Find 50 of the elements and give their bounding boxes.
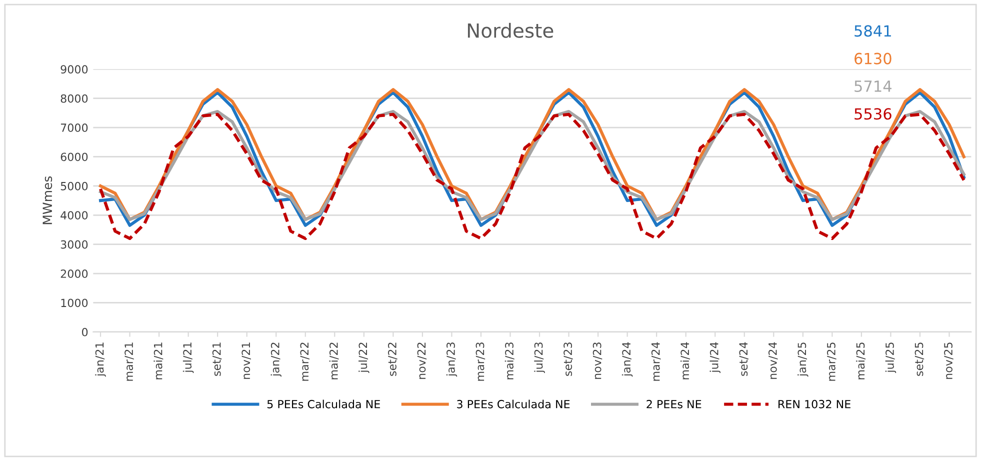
text: 6130 [854, 52, 892, 64]
y-tick-label: 0 [82, 328, 88, 336]
x-tick-label: set/23 [564, 342, 573, 376]
x-tick-label: jan/23 [446, 342, 458, 377]
x-tick-label: nov/24 [768, 342, 778, 379]
x-tick-label: nov/25 [944, 342, 954, 379]
y-tick-label: 3000 [60, 240, 88, 249]
y-tick-label: 2000 [60, 270, 88, 278]
legend-label: 2 PEEs NE [646, 400, 702, 408]
x-tick-label: set/25 [914, 342, 924, 376]
x-tick-label: jan/24 [622, 342, 633, 377]
chart-title: Nordeste [468, 22, 554, 38]
x-tick-label: jul/24 [710, 342, 720, 373]
x-tick-label: jan/25 [798, 342, 808, 377]
y-tick-label: 8000 [60, 94, 88, 103]
x-tick-label: mar/25 [826, 342, 836, 381]
legend-label: 5 PEEs Calculada NE [267, 400, 380, 408]
y-tick-label: 5000 [60, 182, 88, 190]
x-tick-label: set/22 [388, 342, 398, 376]
legend-label: 3 PEEs Calculada NE [457, 400, 570, 408]
x-tick-label: mar/22 [300, 342, 310, 381]
x-tick-label: mai/25 [856, 342, 866, 380]
y-tick-label: 4000 [60, 211, 88, 220]
annotation: 5536 [854, 108, 892, 120]
x-tick-label: set/21 [212, 342, 222, 376]
x-tick-label: mai/22 [329, 342, 339, 380]
x-tick-label: nov/21 [242, 342, 251, 379]
x-tick-label: nov/22 [417, 342, 427, 379]
x-tick-label: mar/21 [124, 342, 134, 381]
x-tick-label: mar/24 [651, 342, 661, 381]
x-tick-label: mai/24 [680, 342, 690, 380]
y-tick-label: 7000 [60, 124, 88, 132]
x-tick-label: jan/21 [95, 342, 106, 377]
y-tick-label: 6000 [60, 152, 88, 162]
x-tick-label: mar/23 [476, 342, 486, 381]
text: 5841 [854, 25, 891, 37]
annotation: 5714 [854, 80, 892, 92]
x-tick-label: jul/21 [182, 342, 194, 373]
x-tick-label: jul/25 [885, 342, 896, 373]
x-tick-label: jul/22 [358, 342, 370, 373]
x-tick-label: jan/22 [270, 342, 282, 377]
y-tick-label: 9000 [60, 65, 88, 74]
y-axis-title: MWmes [42, 176, 52, 224]
x-tick-label: nov/23 [592, 342, 602, 379]
x-tick-label: jul/23 [534, 342, 545, 373]
x-tick-label: mai/23 [504, 342, 514, 380]
y-tick-label: 1000 [61, 298, 88, 308]
x-tick-label: mai/21 [154, 342, 164, 380]
x-tick-label: set/24 [739, 342, 748, 376]
legend-label: REN 1032 NE [778, 400, 850, 408]
